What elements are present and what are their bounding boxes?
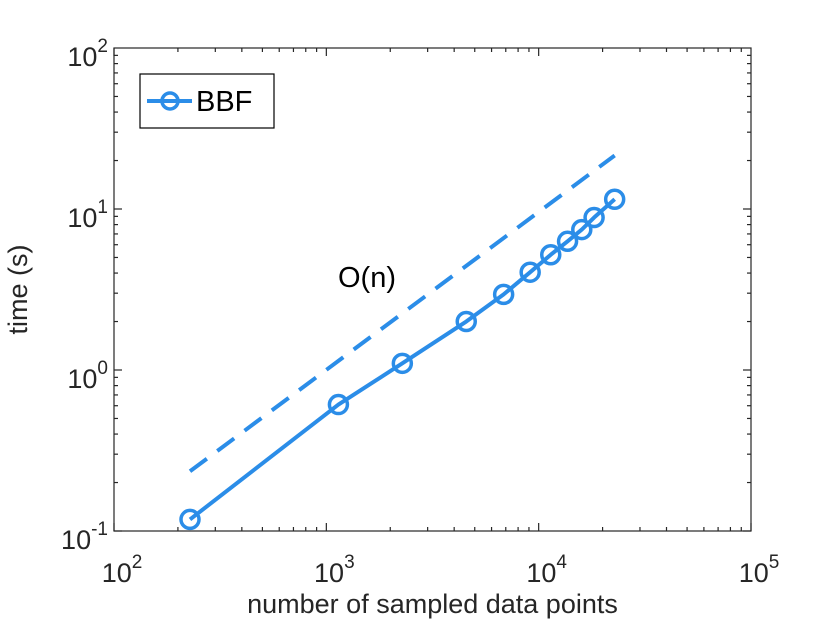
x-axis-title: number of sampled data points: [247, 589, 618, 619]
data-point: [327, 393, 350, 416]
reference-line: [188, 153, 616, 473]
x-tick-label: 103: [314, 552, 355, 588]
legend-swatch-marker: [160, 91, 180, 111]
legend-box: [139, 73, 275, 129]
axes-box: [113, 47, 752, 532]
data-point: [179, 508, 201, 531]
legend-label-bbf: BBF: [196, 86, 252, 118]
axes-layer: [113, 47, 752, 532]
x-tick-label: 102: [102, 552, 143, 588]
data-point: [571, 218, 593, 241]
data-point: [556, 230, 579, 253]
y-tick-label: 100: [67, 358, 108, 394]
data-point: [583, 206, 605, 229]
series-layer: [179, 153, 626, 531]
data-point: [455, 310, 478, 333]
data-point: [492, 283, 515, 306]
tick-labels: 102 103 104 105 10-1 100 101 102: [61, 36, 779, 588]
series-line-bbf: [188, 197, 616, 522]
data-point: [539, 243, 562, 266]
data-point: [603, 188, 626, 210]
data-point: [519, 261, 541, 283]
reference-line-label: O(n): [338, 262, 396, 294]
data-point: [391, 352, 414, 375]
y-tick-label: 10-1: [61, 519, 108, 555]
x-tick-label: 105: [739, 552, 780, 588]
y-axis-title: time (s): [3, 245, 33, 335]
legend: BBF: [139, 73, 275, 129]
y-tick-label: 102: [67, 36, 108, 72]
y-tick-label: 101: [67, 197, 108, 233]
x-tick-label: 104: [526, 552, 567, 588]
